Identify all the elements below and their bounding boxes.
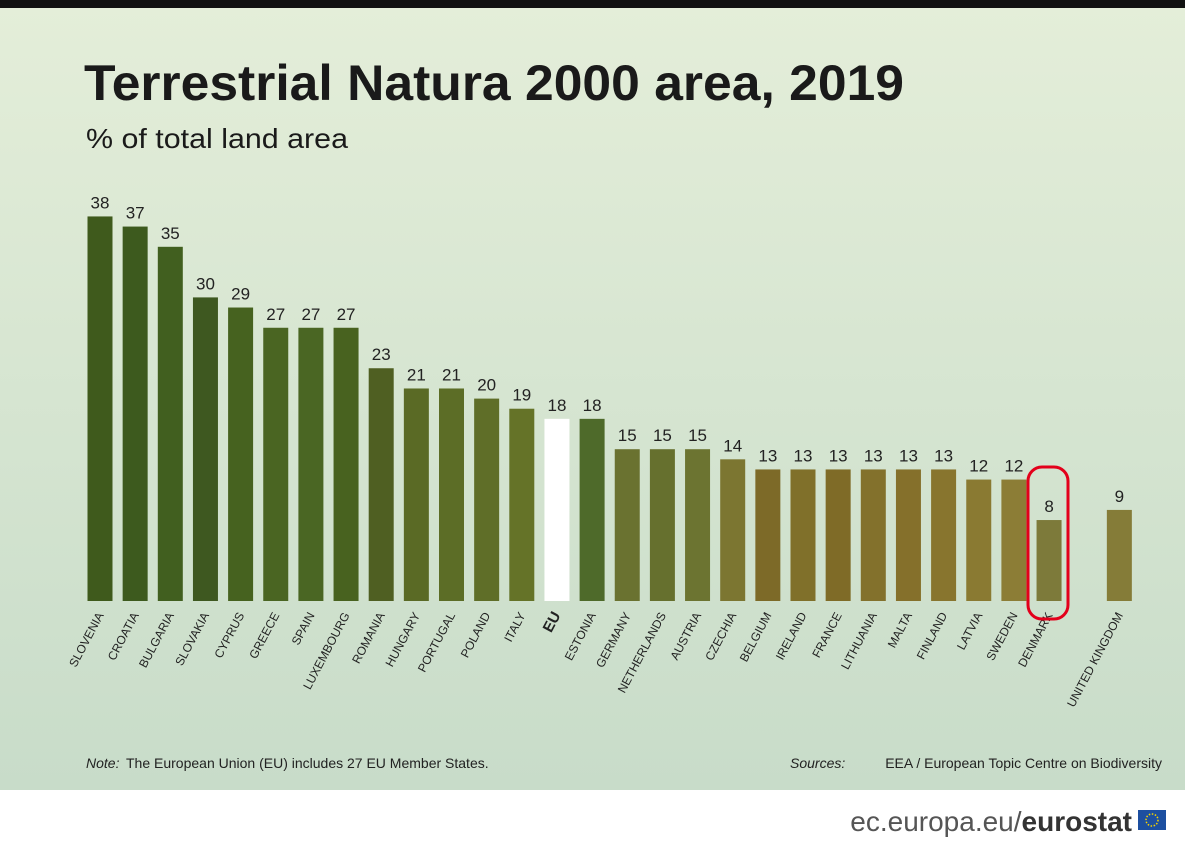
value-label: 8 — [1044, 497, 1053, 516]
bar — [755, 469, 780, 601]
bar — [439, 388, 464, 601]
bar — [369, 368, 394, 601]
value-label: 13 — [864, 446, 883, 465]
bar — [791, 469, 816, 601]
value-label: 12 — [1004, 457, 1023, 476]
bar — [861, 469, 886, 601]
bar — [88, 216, 113, 601]
bar — [1107, 510, 1132, 601]
footer-site: ec.europa.eu/ — [850, 806, 1021, 837]
value-label: 13 — [934, 446, 953, 465]
footer-brand: eurostat — [1022, 806, 1132, 837]
bar — [404, 388, 429, 601]
bar — [1001, 480, 1026, 601]
bar — [509, 409, 534, 601]
bar — [474, 399, 499, 601]
chart: Terrestrial Natura 2000 area, 2019 % of … — [0, 0, 1185, 841]
bar — [193, 297, 218, 601]
bar — [896, 469, 921, 601]
note: The European Union (EU) includes 27 EU M… — [126, 755, 489, 771]
bar — [228, 308, 253, 601]
sources: EEA / European Topic Centre on Biodivers… — [885, 755, 1162, 771]
value-label: 13 — [794, 446, 813, 465]
bar — [544, 419, 569, 601]
value-label: 20 — [477, 376, 496, 395]
bar — [615, 449, 640, 601]
value-label: 19 — [512, 386, 531, 405]
value-label: 27 — [301, 305, 320, 324]
chart-title: Terrestrial Natura 2000 area, 2019 — [84, 55, 904, 111]
bar — [966, 480, 991, 601]
bar — [826, 469, 851, 601]
value-label: 21 — [407, 365, 426, 384]
value-label: 37 — [126, 204, 145, 223]
bar — [580, 419, 605, 601]
value-label: 21 — [442, 365, 461, 384]
value-label: 15 — [618, 426, 637, 445]
note-label: Note: — [86, 755, 120, 771]
bar — [720, 459, 745, 601]
bar — [1037, 520, 1062, 601]
value-label: 27 — [266, 305, 285, 324]
value-label: 35 — [161, 224, 180, 243]
value-label: 30 — [196, 274, 215, 293]
value-label: 38 — [91, 193, 110, 212]
value-label: 15 — [688, 426, 707, 445]
value-label: 29 — [231, 285, 250, 304]
value-label: 23 — [372, 345, 391, 364]
value-label: 12 — [969, 457, 988, 476]
value-label: 13 — [829, 446, 848, 465]
bar — [334, 328, 359, 601]
chart-subtitle: % of total land area — [86, 123, 348, 154]
top-strip — [0, 0, 1185, 8]
bar — [650, 449, 675, 601]
bar — [298, 328, 323, 601]
bar — [158, 247, 183, 601]
bar — [123, 227, 148, 601]
bar — [685, 449, 710, 601]
value-label: 13 — [758, 446, 777, 465]
value-label: 13 — [899, 446, 918, 465]
value-label: 15 — [653, 426, 672, 445]
bar — [263, 328, 288, 601]
eu-flag — [1138, 810, 1166, 830]
value-label: 27 — [337, 305, 356, 324]
value-label: 9 — [1115, 487, 1124, 506]
value-label: 18 — [547, 396, 566, 415]
value-label: 14 — [723, 436, 742, 455]
sources-label: Sources: — [790, 755, 845, 771]
value-label: 18 — [583, 396, 602, 415]
bar — [931, 469, 956, 601]
